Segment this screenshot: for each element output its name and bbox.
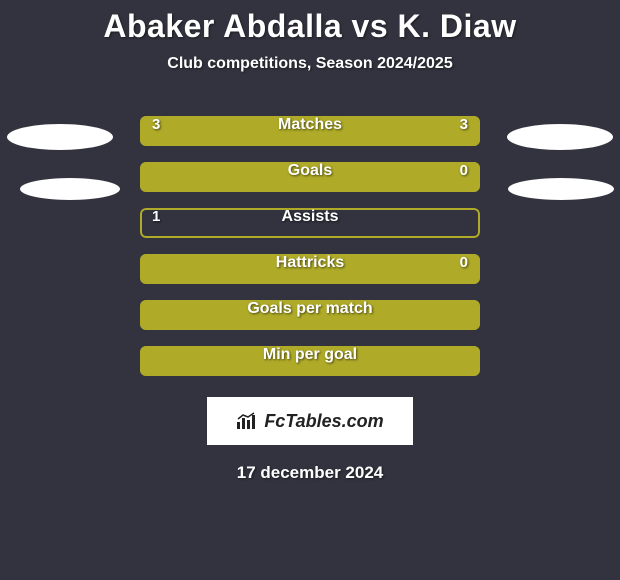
stat-rows-container: Matches 3 3 Goals 0 Assists 1 Hattricks 0 Goals p… <box>0 108 620 384</box>
stat-bar-track: Assists 1 <box>140 208 480 238</box>
stat-label: Hattricks <box>276 254 344 272</box>
stat-bar-track: Min per goal <box>140 346 480 376</box>
logo-text: FcTables.com <box>264 411 383 432</box>
stat-value-left: 3 <box>152 116 160 133</box>
stat-value-left: 1 <box>152 208 160 225</box>
stat-label: Goals <box>288 162 332 180</box>
stat-label: Goals per match <box>247 300 372 318</box>
stat-label: Matches <box>278 116 342 134</box>
stat-bar-track: Goals per match <box>140 300 480 330</box>
stat-value-right: 0 <box>460 162 468 179</box>
stat-row: Goals 0 <box>0 154 620 200</box>
stat-label: Min per goal <box>263 346 357 364</box>
stat-row: Hattricks 0 <box>0 246 620 292</box>
stat-bar-track: Goals 0 <box>140 162 480 192</box>
stat-row: Goals per match <box>0 292 620 338</box>
stat-value-right: 3 <box>460 116 468 133</box>
fctables-logo: FcTables.com <box>207 397 413 445</box>
stat-bar-track: Matches 3 3 <box>140 116 480 146</box>
stat-row: Min per goal <box>0 338 620 384</box>
comparison-subtitle: Club competitions, Season 2024/2025 <box>0 55 620 73</box>
stat-row: Matches 3 3 <box>0 108 620 154</box>
stat-row: Assists 1 <box>0 200 620 246</box>
stat-value-right: 0 <box>460 254 468 271</box>
stat-label: Assists <box>282 208 339 226</box>
chart-icon <box>236 412 258 430</box>
comparison-title: Abaker Abdalla vs K. Diaw <box>0 0 620 45</box>
stat-bar-track: Hattricks 0 <box>140 254 480 284</box>
footer-date: 17 december 2024 <box>0 463 620 483</box>
